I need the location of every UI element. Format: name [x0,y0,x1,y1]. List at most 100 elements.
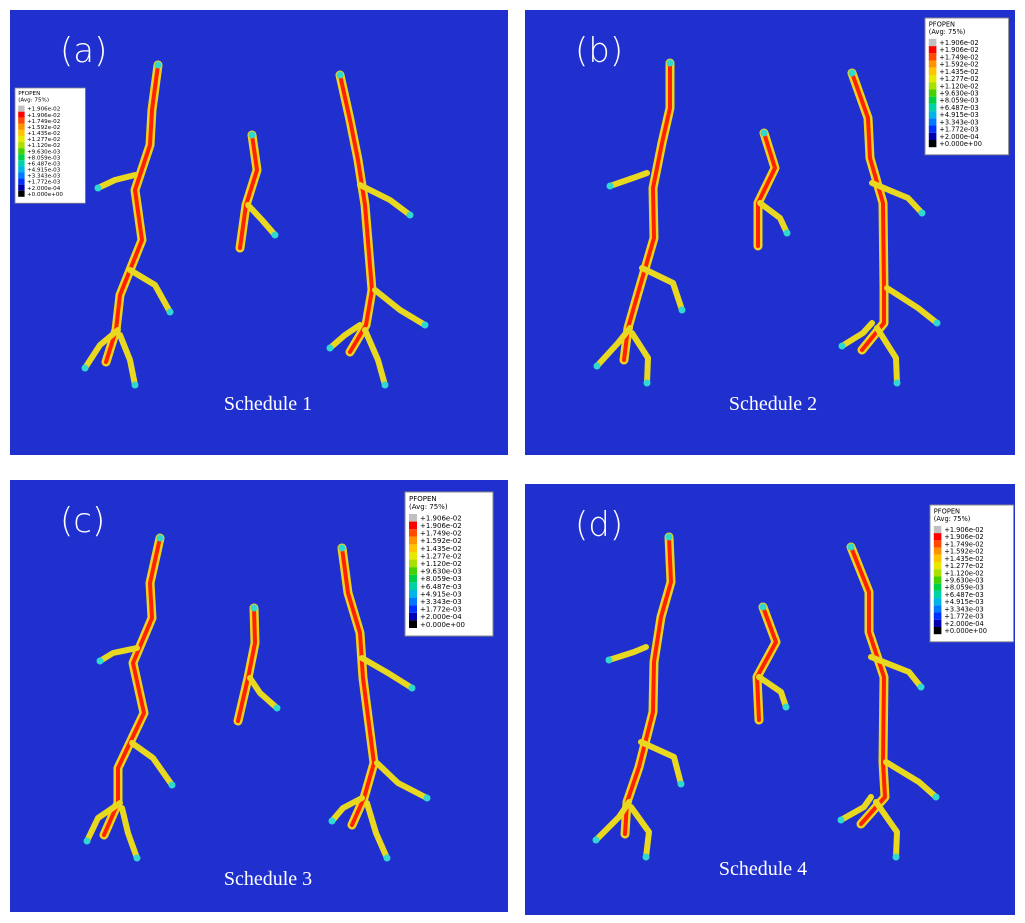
legend-swatch [18,111,25,118]
legend-value: +1.906e-02 [420,514,462,522]
legend-value: +1.749e-02 [944,540,984,548]
crack-tip [893,379,901,387]
crack-branch [117,332,138,388]
crack-tip [83,837,91,845]
crack-core [849,545,887,826]
crack-tip [892,853,900,861]
legend-swatch [409,514,417,522]
caption: Schedule 3 [224,868,312,890]
legend-box [929,504,1015,643]
crack-tip [421,321,429,329]
legend-swatch [928,53,937,61]
crack-branch [883,759,939,800]
crack-tip [606,182,614,190]
legend-swatch [933,626,942,635]
legend-value: +8.059e-03 [27,155,61,161]
legend-value: +1.277e-02 [939,75,979,83]
legend-value: +8.059e-03 [944,584,984,592]
crack-tip [338,544,346,552]
legend-swatch [409,582,417,590]
legend-swatch [18,184,25,191]
legend-title: PFOPEN [929,21,955,29]
crack-tip [250,604,258,612]
legend-swatch [933,554,942,562]
legend-value: +2.000e-04 [944,620,984,628]
legend-swatch [18,166,25,173]
legend-swatch [409,612,417,621]
crack-tip [381,381,389,389]
legend-swatch [18,178,25,185]
crack-tip [408,684,416,692]
legend-swatch [928,125,937,133]
legend-swatch [928,67,937,75]
legend-value: +1.435e-02 [27,131,60,137]
legend-swatch [928,118,937,126]
legend-value: +3.343e-03 [420,598,462,606]
crack-tip [918,209,926,217]
crack-tip [131,381,139,389]
legend-value: +1.906e-02 [944,526,984,534]
crack-tip [336,71,344,79]
legend-swatch [409,620,417,628]
legend-value: +1.772e-03 [944,613,984,621]
legend-swatch [18,172,25,179]
legend-value: +4.915e-03 [944,598,984,606]
legend-swatch [928,139,937,148]
legend-value: +1.906e-02 [27,113,60,119]
crack-branch [628,804,652,860]
crack-branch [362,327,388,388]
legend-swatch [933,533,942,541]
legend-swatch [933,590,942,599]
legend-value: +0.000e+00 [944,627,987,635]
legend-value: +8.059e-03 [420,575,462,583]
crack-branch [639,265,685,313]
legend-swatch [933,547,942,555]
crack-branch [97,645,140,664]
legend-value: +9.630e-03 [420,568,462,576]
legend-swatch [928,46,937,54]
legend-swatch [18,123,25,130]
legend-value: +4.915e-03 [27,168,61,174]
legend-swatch [933,562,942,570]
legend-value: +9.630e-03 [939,90,979,98]
legend-value: +8.059e-03 [939,97,979,105]
crack-branch [874,325,900,386]
crack-branch [607,170,650,189]
legend-swatch [928,96,937,104]
caption: Schedule 4 [719,858,807,880]
legend-swatch [928,89,937,97]
legend-swatch [933,598,942,606]
legend-value: +6.487e-03 [420,583,462,591]
legend-value: +1.772e-03 [939,126,979,134]
crack-branch [329,795,365,824]
caption: Schedule 1 [224,393,312,415]
crack-tip [837,816,845,824]
legend: PFOPEN(Avg: 75%)+1.906e-02+1.906e-02+1.7… [924,17,1010,156]
crack-core [755,605,778,722]
legend-swatch [18,105,25,112]
legend-swatch [933,583,942,591]
legend: PFOPEN(Avg: 75%)+1.906e-02+1.906e-02+1.7… [929,504,1015,643]
legend-value: +1.592e-02 [27,125,60,131]
legend-swatch [18,190,25,197]
crack-branch [95,172,138,191]
legend-swatch [928,103,937,112]
crack-branch [372,287,428,328]
legend-title: PFOPEN [934,508,960,516]
legend-swatch [933,569,942,577]
legend-swatch [18,142,25,149]
legend-value: +1.592e-02 [420,537,462,545]
legend-subtitle: (Avg: 75%) [934,515,971,523]
crack-core [104,63,160,364]
legend-value: +3.343e-03 [944,605,984,613]
crack-tip [917,683,925,691]
legend-swatch [409,567,417,575]
legend-value: +1.906e-02 [939,46,979,54]
crack-branch [839,320,875,349]
crack-tip [156,534,164,542]
legend-value: +2.000e-04 [939,133,979,141]
crack-branch [364,800,390,861]
legend-swatch [409,552,417,560]
